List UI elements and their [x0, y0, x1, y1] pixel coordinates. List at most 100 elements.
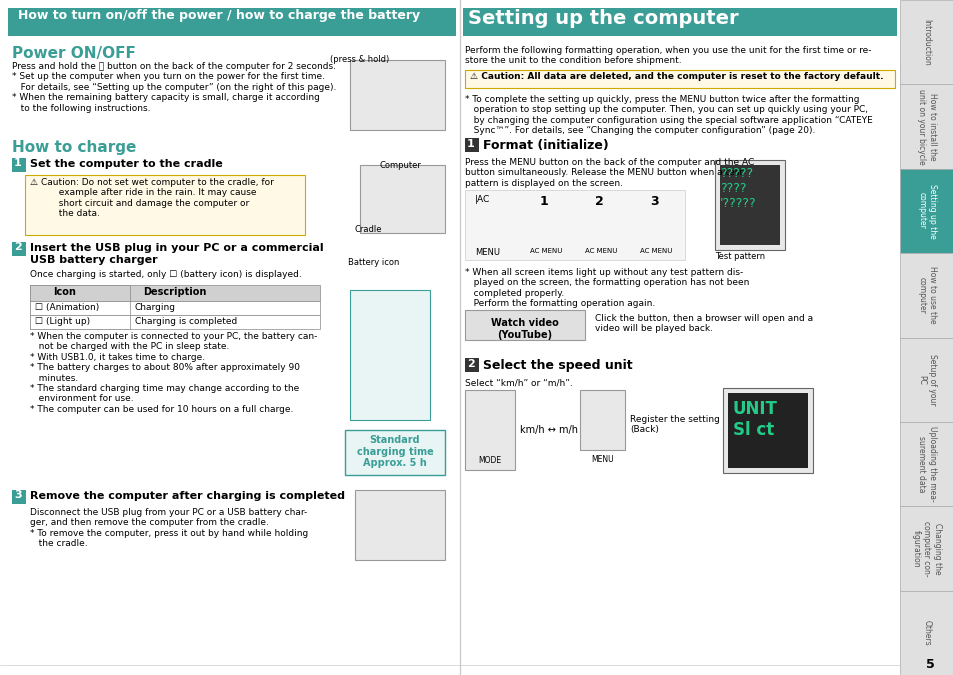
Text: Charging: Charging	[135, 303, 175, 312]
Text: Press the MENU button on the back of the computer and the AC
button simultaneous: Press the MENU button on the back of the…	[464, 158, 754, 188]
Text: Cradle: Cradle	[355, 225, 382, 234]
Text: Changing the
computer con-
figuration: Changing the computer con- figuration	[911, 520, 941, 576]
Bar	[720, 165, 780, 245]
Text: Select “km/h” or “m/h”.: Select “km/h” or “m/h”.	[464, 378, 572, 387]
Text: Format (initialize): Format (initialize)	[482, 139, 608, 152]
Bar	[464, 190, 684, 260]
Bar	[12, 242, 26, 256]
Text: ⚠ Caution: Do not set wet computer to the cradle, for
          example after ri: ⚠ Caution: Do not set wet computer to th…	[30, 178, 274, 218]
Bar	[899, 0, 953, 84]
Text: Perform the following formatting operation, when you use the unit for the first : Perform the following formatting operati…	[464, 46, 871, 65]
Bar	[714, 160, 784, 250]
Bar	[30, 315, 130, 329]
Bar	[464, 70, 894, 88]
Bar	[464, 390, 515, 470]
Text: Setting up the computer: Setting up the computer	[468, 9, 738, 28]
Text: 2: 2	[14, 242, 22, 252]
Text: Description: Description	[143, 287, 207, 297]
Text: Disconnect the USB plug from your PC or a USB battery char-
ger, and then remove: Disconnect the USB plug from your PC or …	[30, 508, 308, 548]
Bar	[464, 138, 478, 152]
Text: Charging is completed: Charging is completed	[135, 317, 237, 326]
Text: Remove the computer after charging is completed: Remove the computer after charging is co…	[30, 491, 345, 501]
Text: Watch video
(YouTube): Watch video (YouTube)	[491, 318, 558, 340]
Text: AC MENU: AC MENU	[530, 248, 561, 254]
Bar	[355, 490, 444, 560]
Text: ☐ (Animation): ☐ (Animation)	[35, 303, 99, 312]
Text: Register the setting
(Back): Register the setting (Back)	[629, 415, 720, 435]
Bar	[350, 290, 430, 420]
Bar	[899, 422, 953, 506]
Bar	[464, 310, 584, 340]
Text: 1: 1	[14, 158, 22, 168]
Text: MENU: MENU	[591, 455, 614, 464]
Text: AC MENU: AC MENU	[639, 248, 672, 254]
Text: MODE: MODE	[478, 456, 501, 465]
Text: Click the button, then a browser will open and a
video will be played back.: Click the button, then a browser will op…	[595, 314, 812, 333]
Text: km/h ↔ m/h: km/h ↔ m/h	[519, 425, 578, 435]
Text: Set the computer to the cradle: Set the computer to the cradle	[30, 159, 222, 169]
Text: How to install the
unit on your bicycle: How to install the unit on your bicycle	[917, 88, 936, 165]
Bar	[462, 8, 896, 36]
Text: How to turn on/off the power / how to charge the battery: How to turn on/off the power / how to ch…	[18, 9, 419, 22]
Text: Standard
charging time
Approx. 5 h: Standard charging time Approx. 5 h	[356, 435, 433, 468]
Text: Uploading the mea-
surement data: Uploading the mea- surement data	[917, 426, 936, 502]
Bar	[899, 84, 953, 169]
Text: * To complete the setting up quickly, press the MENU button twice after the form: * To complete the setting up quickly, pr…	[464, 95, 872, 135]
Text: ☐ (Light up): ☐ (Light up)	[35, 317, 90, 326]
Text: 2: 2	[595, 195, 603, 208]
Bar	[359, 165, 444, 233]
Bar	[30, 285, 130, 301]
Bar	[30, 315, 319, 329]
Bar	[12, 490, 26, 504]
Text: 1: 1	[539, 195, 548, 208]
Text: Test pattern: Test pattern	[714, 252, 764, 261]
Text: MENU: MENU	[475, 248, 499, 257]
Text: AC MENU: AC MENU	[584, 248, 617, 254]
Bar	[30, 285, 319, 301]
Text: 5: 5	[924, 658, 933, 671]
Bar	[899, 169, 953, 253]
Text: Once charging is started, only ☐ (battery icon) is displayed.: Once charging is started, only ☐ (batter…	[30, 270, 301, 279]
Text: Battery icon: Battery icon	[348, 258, 399, 267]
Bar	[8, 8, 456, 36]
Bar	[25, 175, 305, 235]
Text: Icon: Icon	[53, 287, 76, 297]
Text: 3: 3	[649, 195, 658, 208]
Text: Setup of your
PC: Setup of your PC	[917, 354, 936, 406]
Text: * When all screen items light up without any test pattern dis-
   played on the : * When all screen items light up without…	[464, 268, 749, 308]
Bar	[350, 60, 444, 130]
Bar	[345, 430, 444, 475]
Text: How to charge: How to charge	[12, 140, 136, 155]
Text: 1: 1	[467, 139, 475, 149]
Bar	[459, 0, 899, 675]
Text: |AC: |AC	[475, 195, 490, 204]
Text: ?????
????
'?????: ????? ???? '?????	[720, 167, 756, 210]
Text: 3: 3	[14, 490, 22, 500]
Bar	[0, 0, 459, 675]
Bar	[899, 253, 953, 338]
Text: ⚠ Caution: All data are deleted, and the computer is reset to the factory defaul: ⚠ Caution: All data are deleted, and the…	[470, 72, 882, 81]
Bar	[722, 388, 812, 473]
Text: Select the speed unit: Select the speed unit	[482, 359, 632, 372]
Bar	[30, 301, 319, 315]
Text: How to use the
computer: How to use the computer	[917, 267, 936, 324]
Bar	[12, 158, 26, 172]
Text: Setting up the
computer: Setting up the computer	[917, 184, 936, 238]
Text: 2: 2	[467, 359, 475, 369]
Text: Power ON/OFF: Power ON/OFF	[12, 46, 135, 61]
Text: Computer: Computer	[379, 161, 421, 170]
Text: (press & hold): (press & hold)	[330, 55, 389, 64]
Text: UNIT
Sl ct: UNIT Sl ct	[732, 400, 777, 439]
Bar	[464, 358, 478, 372]
Text: Others: Others	[922, 620, 930, 646]
Bar	[727, 393, 807, 468]
Bar	[359, 300, 419, 400]
Text: Press and hold the ⓤ button on the back of the computer for 2 seconds.
* Set up : Press and hold the ⓤ button on the back …	[12, 62, 336, 113]
Bar	[579, 390, 624, 450]
Text: Introduction: Introduction	[922, 19, 930, 65]
Bar	[899, 591, 953, 675]
Text: * When the computer is connected to your PC, the battery can-
   not be charged : * When the computer is connected to your…	[30, 332, 317, 414]
Bar	[899, 506, 953, 591]
Bar	[899, 338, 953, 422]
Bar	[30, 301, 130, 315]
